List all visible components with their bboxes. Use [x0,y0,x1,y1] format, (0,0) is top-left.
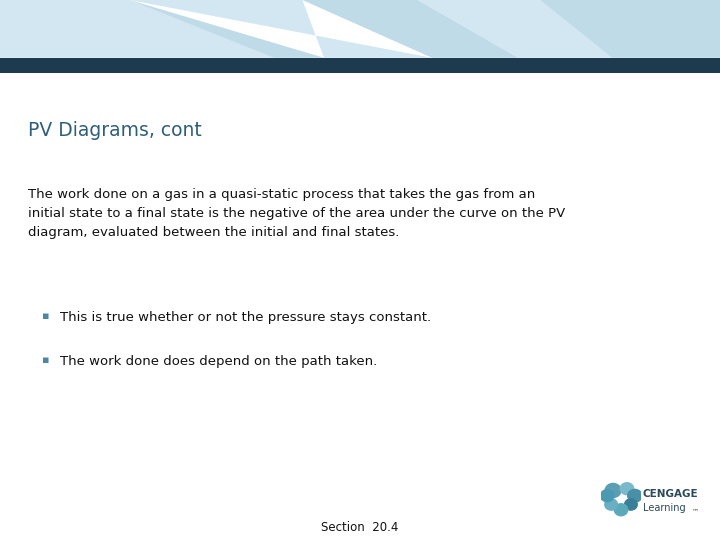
Text: ▪: ▪ [42,311,50,321]
Polygon shape [130,0,324,58]
Text: CENGAGE: CENGAGE [643,489,698,498]
Circle shape [605,483,621,497]
Text: ™: ™ [692,508,699,515]
Circle shape [605,499,618,510]
Polygon shape [0,0,274,58]
Circle shape [628,489,642,502]
Circle shape [600,490,614,502]
Text: Learning: Learning [643,503,685,512]
Text: Section  20.4: Section 20.4 [321,521,399,534]
Text: PV Diagrams, cont: PV Diagrams, cont [28,121,202,140]
Text: The work done on a gas in a quasi-static process that takes the gas from an
init: The work done on a gas in a quasi-static… [28,188,565,239]
Text: This is true whether or not the pressure stays constant.: This is true whether or not the pressure… [60,311,431,324]
Text: ▪: ▪ [42,355,50,365]
Polygon shape [540,0,720,58]
Circle shape [624,499,637,510]
Polygon shape [130,0,432,58]
Polygon shape [418,0,612,58]
Circle shape [614,504,628,516]
Circle shape [620,483,634,495]
Bar [0,58,720,73]
Text: The work done does depend on the path taken.: The work done does depend on the path ta… [60,355,377,368]
Polygon shape [302,0,518,58]
